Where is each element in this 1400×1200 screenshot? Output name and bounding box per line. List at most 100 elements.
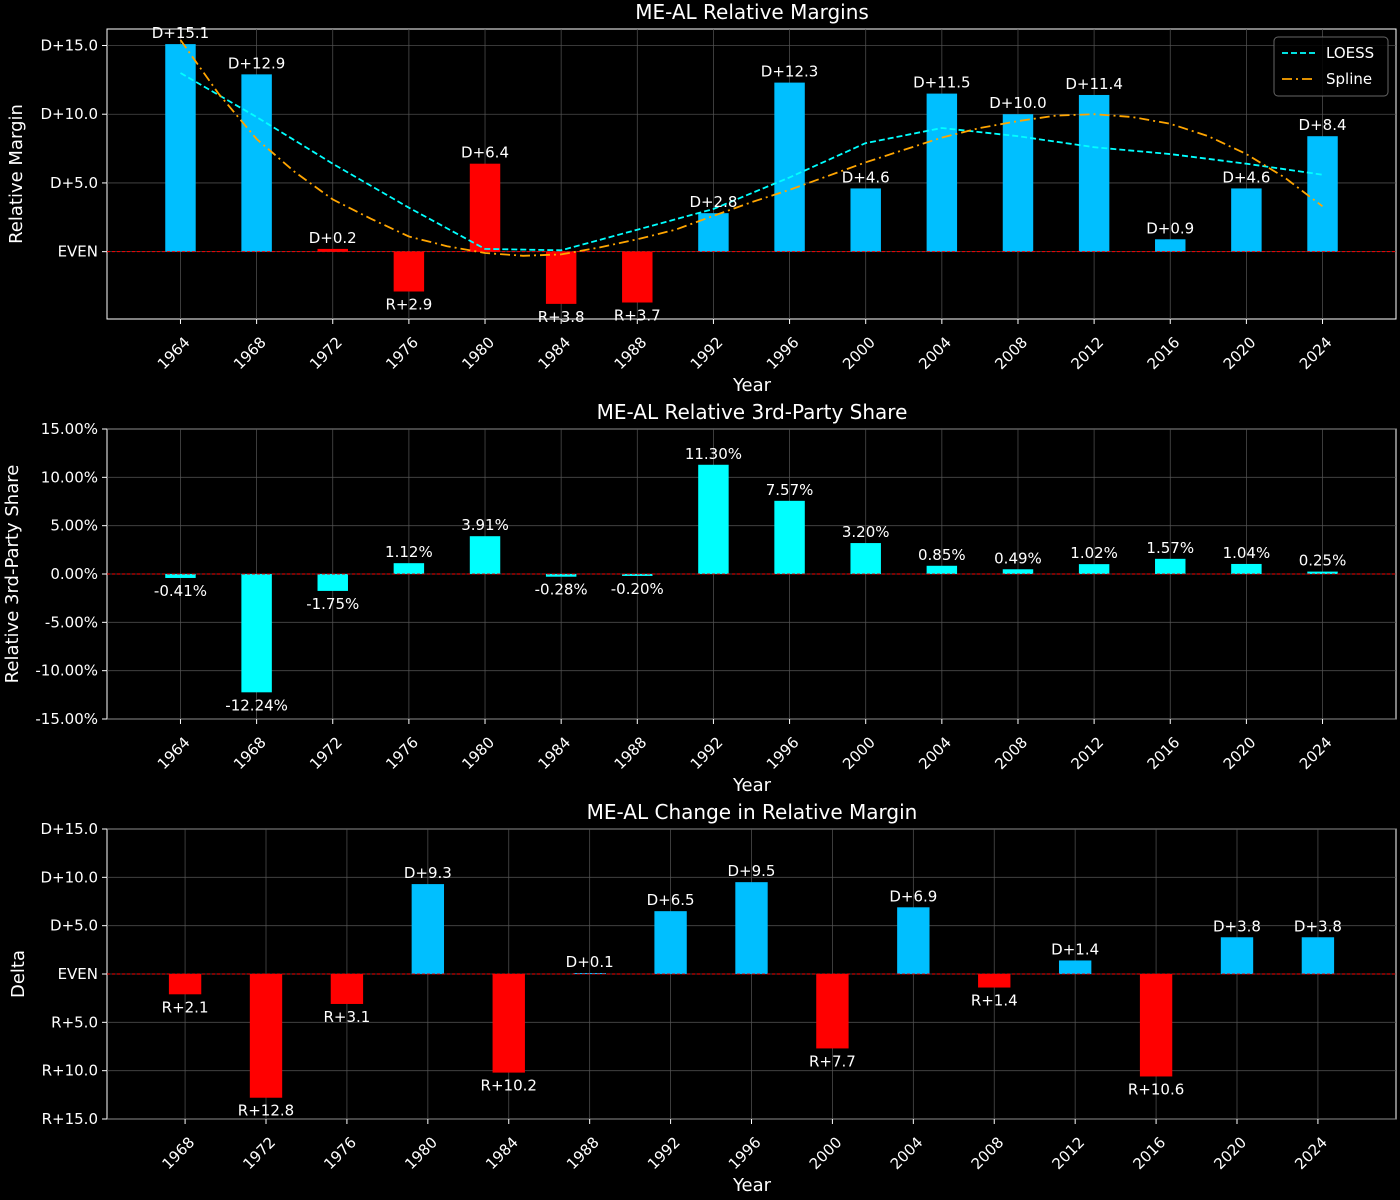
data-label: -12.24%	[225, 696, 288, 714]
bar	[1301, 937, 1335, 974]
data-label: -0.20%	[611, 580, 664, 598]
data-label: 7.57%	[766, 481, 814, 499]
data-label: R+2.9	[385, 296, 432, 314]
bar	[469, 536, 501, 574]
bar	[622, 574, 653, 576]
bar	[241, 574, 272, 693]
bar	[469, 163, 501, 252]
y-axis-label: Relative 3rd-Party Share	[2, 465, 23, 684]
bar	[317, 248, 348, 252]
data-label: D+0.1	[566, 953, 614, 971]
data-label: D+12.9	[228, 54, 286, 72]
data-label: D+0.9	[1146, 219, 1194, 237]
data-label: R+10.2	[481, 1077, 537, 1095]
y-tick-label: EVEN	[58, 243, 98, 261]
bar	[1139, 974, 1173, 1077]
bar	[1231, 188, 1262, 252]
bar	[735, 882, 768, 974]
data-label: -0.28%	[535, 581, 588, 599]
chart-title: ME-AL Change in Relative Margin	[587, 800, 918, 824]
data-label: R+10.6	[1128, 1080, 1184, 1098]
bar	[850, 543, 881, 574]
bar	[168, 974, 202, 995]
legend-box	[1273, 36, 1389, 97]
data-label: D+1.4	[1051, 940, 1099, 958]
bar	[1002, 114, 1034, 252]
loess-line	[180, 72, 1323, 252]
y-tick-label: -15.00%	[35, 710, 98, 728]
y-tick-label: R+15.0	[42, 1110, 98, 1128]
y-tick-label: D+5.0	[50, 174, 98, 192]
y-tick-label: EVEN	[58, 965, 98, 983]
data-label: 1.57%	[1146, 539, 1194, 557]
bar	[926, 93, 958, 252]
data-label: D+11.5	[913, 74, 971, 92]
data-label: R+3.1	[323, 1008, 370, 1026]
bar	[1155, 558, 1186, 574]
data-label: 3.20%	[842, 523, 890, 541]
data-label: R+7.7	[809, 1052, 856, 1070]
bar	[897, 907, 930, 974]
data-label: 0.49%	[994, 549, 1042, 567]
data-label: D+2.8	[689, 193, 737, 211]
relative-margins-chart: ME-AL Relative Margins Year Relative Mar…	[6, 0, 1397, 396]
data-label: D+4.6	[842, 168, 890, 186]
data-label: D+6.5	[647, 891, 695, 909]
y-tick-label: D+15.0	[40, 36, 98, 54]
data-label: D+10.0	[989, 94, 1047, 112]
y-axis-label: Delta	[8, 950, 29, 998]
bar	[492, 974, 525, 1073]
y-tick-label: 0.00%	[50, 565, 98, 583]
data-label: D+3.8	[1213, 917, 1261, 935]
bar	[165, 44, 196, 252]
bar	[241, 74, 272, 252]
x-axis-label: Year	[732, 775, 772, 796]
data-label: -1.75%	[306, 595, 359, 613]
bar	[165, 574, 196, 578]
data-label: D+3.8	[1294, 917, 1342, 935]
x-axis-label: Year	[732, 1175, 772, 1196]
data-label: D+4.6	[1222, 168, 1270, 186]
bar	[1307, 571, 1338, 574]
bar	[774, 500, 805, 574]
bar	[1078, 564, 1110, 574]
chart-title: ME-AL Relative 3rd-Party Share	[597, 400, 908, 424]
y-tick-label: 5.00%	[50, 517, 98, 535]
bar	[545, 251, 577, 304]
x-axis-label: Year	[732, 375, 772, 396]
data-label: 1.12%	[385, 543, 433, 561]
y-tick-label: R+5.0	[51, 1013, 98, 1031]
spline-line	[179, 39, 1324, 257]
bar	[1058, 960, 1092, 974]
y-tick-label: -5.00%	[45, 613, 98, 631]
data-label: R+12.8	[238, 1102, 294, 1120]
data-label: D+12.3	[761, 63, 819, 81]
data-label: 3.91%	[461, 516, 509, 534]
bar	[622, 251, 653, 303]
data-label: D+6.4	[461, 144, 509, 162]
data-label: D+8.4	[1299, 116, 1347, 134]
bar	[1155, 239, 1186, 252]
plot-frame	[106, 28, 1397, 320]
legend-label: LOESS	[1326, 44, 1374, 62]
data-label: D+9.3	[404, 864, 452, 882]
y-tick-label: D+15.0	[40, 820, 98, 838]
y-tick-label: -10.00%	[35, 662, 98, 680]
data-label: 1.04%	[1223, 544, 1271, 562]
y-tick-label: 10.00%	[41, 468, 98, 486]
data-label: D+9.5	[728, 862, 776, 880]
bar	[926, 565, 958, 574]
bar	[317, 574, 348, 591]
y-tick-label: 15.00%	[41, 420, 98, 438]
data-label: R+3.8	[538, 308, 585, 326]
data-label: 0.25%	[1299, 552, 1347, 570]
bar	[393, 563, 425, 574]
bar	[1307, 136, 1338, 252]
data-label: 11.30%	[685, 445, 742, 463]
data-label: R+3.7	[614, 307, 661, 325]
legend-label: Spline	[1326, 70, 1372, 88]
bar	[1231, 563, 1262, 574]
bar	[545, 574, 577, 577]
